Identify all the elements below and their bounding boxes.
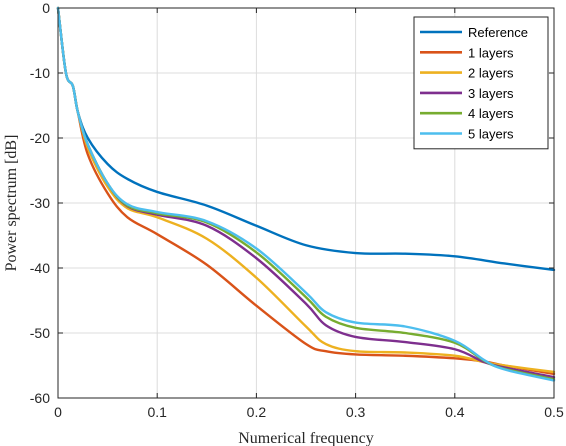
grid (58, 8, 554, 398)
series-group (56, 6, 556, 382)
x-tick-label: 0.1 (147, 404, 167, 420)
y-tick-label: -20 (30, 130, 50, 146)
x-tick-label: 0.4 (445, 404, 465, 420)
y-tick-label: 0 (42, 0, 50, 16)
x-tick-label: 0.2 (247, 404, 267, 420)
x-axis-label: Numerical frequency (238, 430, 373, 446)
legend-label: 1 layers (468, 45, 514, 60)
y-tick-label: -10 (30, 65, 50, 81)
legend-label: 2 layers (468, 66, 514, 81)
y-tick-label: -50 (30, 325, 50, 341)
x-tick-label: 0 (54, 404, 62, 420)
ticks: 0 0.1 0.2 0.3 0.4 0.5 0 -10 -20 -30 -40 -50 -60 (30, 0, 564, 420)
legend-label: Reference (468, 25, 528, 40)
y-axis-label: Power spectrum [dB] (3, 135, 20, 272)
legend-label: 3 layers (468, 86, 514, 101)
y-tick-label: -60 (30, 390, 50, 406)
y-tick-label: -30 (30, 195, 50, 211)
legend-box (413, 16, 549, 150)
legend-label: 5 layers (468, 127, 514, 142)
x-tick-label: 0.5 (544, 404, 564, 420)
series-line-6 (56, 6, 556, 382)
legend: Reference 1 layers 2 layers 3 layers 4 layer… (413, 16, 549, 150)
legend-label: 4 layers (468, 106, 514, 121)
x-tick-label: 0.3 (346, 404, 366, 420)
y-tick-label: -40 (30, 260, 50, 276)
